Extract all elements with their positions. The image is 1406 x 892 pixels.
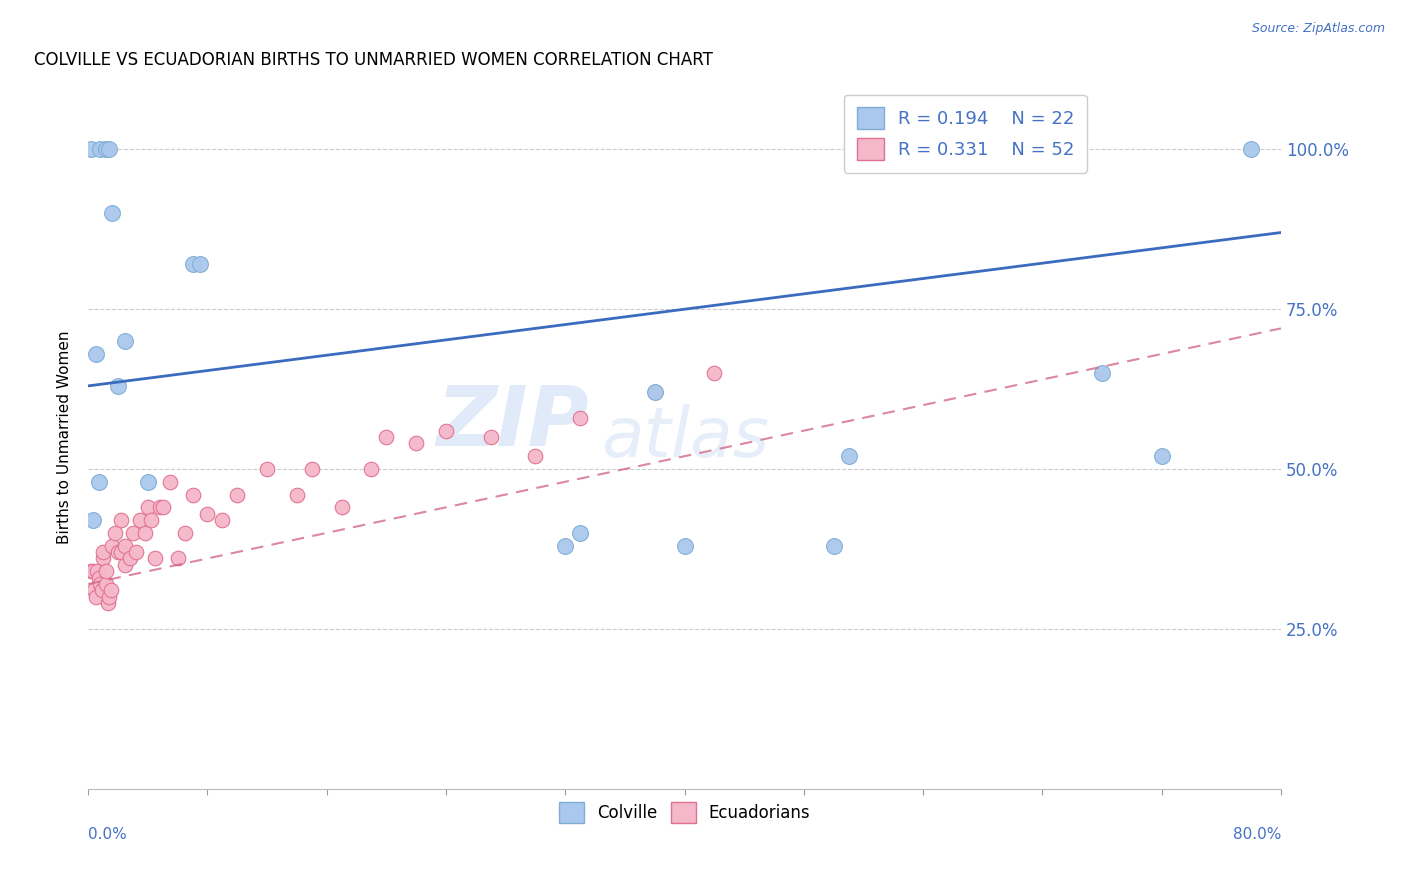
Point [82, 513, 104, 527]
Point [82, 564, 104, 578]
Point [360, 462, 382, 476]
Point [125, 545, 148, 559]
Point [1150, 449, 1173, 463]
Point [434, 424, 457, 438]
Point [91, 545, 114, 559]
Point [89, 577, 111, 591]
Point [101, 206, 124, 220]
Point [89, 143, 111, 157]
Point [139, 513, 162, 527]
Point [375, 430, 398, 444]
Point [94, 143, 117, 157]
Point [83, 583, 105, 598]
Point [110, 545, 132, 559]
Text: atlas: atlas [600, 403, 769, 470]
Point [181, 487, 204, 501]
Point [87, 475, 110, 489]
Point [166, 551, 188, 566]
Point [134, 525, 156, 540]
Point [136, 500, 159, 515]
Point [84, 347, 107, 361]
Point [285, 487, 308, 501]
Point [129, 513, 152, 527]
Text: COLVILLE VS ECUADORIAN BIRTHS TO UNMARRIED WOMEN CORRELATION CHART: COLVILLE VS ECUADORIAN BIRTHS TO UNMARRI… [35, 51, 713, 69]
Point [114, 558, 136, 572]
Point [644, 385, 666, 400]
Point [80, 564, 103, 578]
Point [91, 551, 114, 566]
Point [136, 475, 159, 489]
Point [98, 590, 121, 604]
Point [94, 564, 117, 578]
Point [104, 525, 127, 540]
Point [188, 257, 211, 271]
Point [114, 334, 136, 348]
Point [143, 551, 166, 566]
Point [197, 507, 219, 521]
Point [80, 143, 103, 157]
Point [181, 257, 204, 271]
Point [330, 500, 353, 515]
Point [838, 449, 860, 463]
Point [226, 487, 249, 501]
Point [110, 513, 132, 527]
Point [644, 385, 666, 400]
Point [479, 430, 502, 444]
Text: 0.0%: 0.0% [89, 827, 127, 842]
Point [174, 525, 197, 540]
Point [87, 571, 110, 585]
Text: Source: ZipAtlas.com: Source: ZipAtlas.com [1251, 22, 1385, 36]
Point [84, 590, 107, 604]
Point [301, 462, 323, 476]
Point [1091, 366, 1114, 380]
Point [405, 436, 427, 450]
Point [107, 545, 129, 559]
Point [101, 539, 124, 553]
Point [703, 366, 725, 380]
Point [1240, 143, 1263, 157]
Point [149, 500, 172, 515]
Legend: Colville, Ecuadorians: Colville, Ecuadorians [553, 796, 817, 830]
Point [107, 379, 129, 393]
Point [100, 583, 122, 598]
Y-axis label: Births to Unmarried Women: Births to Unmarried Women [58, 330, 72, 544]
Point [569, 525, 592, 540]
Point [554, 539, 576, 553]
Point [569, 410, 592, 425]
Point [159, 475, 181, 489]
Point [86, 564, 108, 578]
Point [673, 539, 696, 553]
Point [118, 551, 141, 566]
Point [256, 462, 278, 476]
Point [152, 500, 174, 515]
Point [96, 596, 118, 610]
Point [114, 539, 136, 553]
Point [524, 449, 547, 463]
Point [94, 577, 117, 591]
Text: 80.0%: 80.0% [1233, 827, 1281, 842]
Point [90, 583, 112, 598]
Point [98, 143, 121, 157]
Point [122, 525, 145, 540]
Point [823, 539, 845, 553]
Text: ZIP: ZIP [436, 383, 589, 464]
Point [211, 513, 233, 527]
